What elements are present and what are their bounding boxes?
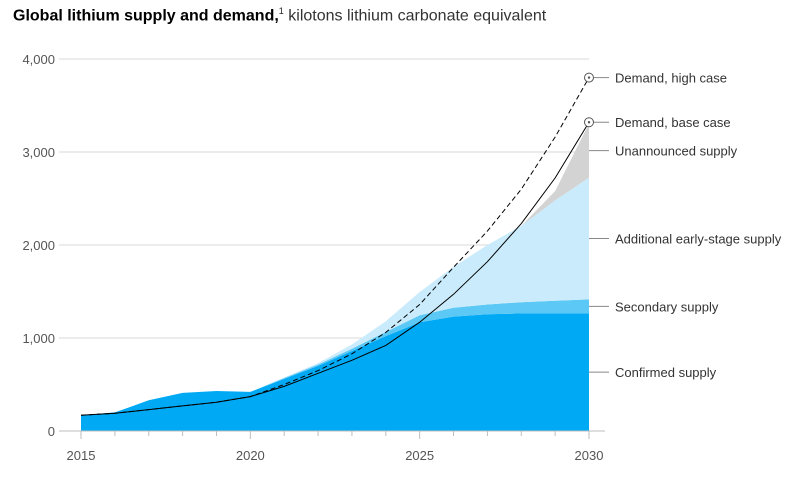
x-tick-label: 2025 <box>405 448 434 463</box>
area-secondary-supply <box>81 299 589 416</box>
label-confirmed-supply: Confirmed supply <box>615 365 717 380</box>
line-demand-high-case <box>80 77 590 416</box>
label-demand-high-case: Demand, high case <box>615 71 727 86</box>
y-tick-label: 4,000 <box>22 52 55 67</box>
demand-lines <box>80 72 594 416</box>
x-tick-label: 2015 <box>67 448 96 463</box>
area-additional-early-stage-supply <box>81 177 589 416</box>
chart-title: Global lithium supply and demand,1 kilot… <box>13 6 546 25</box>
y-tick-label: 1,000 <box>22 331 55 346</box>
line-demand-base-case <box>80 121 590 416</box>
x-tick-label: 2020 <box>236 448 265 463</box>
supply-areas <box>81 123 589 431</box>
label-demand-base-case: Demand, base case <box>615 115 731 130</box>
x-tick-label: 2030 <box>575 448 604 463</box>
axes: 0 1,000 2,000 3,000 4,000 2015 2020 2025 2030 <box>22 52 605 463</box>
chart-title-unit: kilotons lithium carbonate equivalent <box>288 7 547 25</box>
label-additional-early-stage-supply: Additional early-stage supply <box>615 231 782 246</box>
endpoint-dot <box>587 76 591 79</box>
y-tick-label: 3,000 <box>22 145 55 160</box>
y-tick-label: 2,000 <box>22 238 55 253</box>
area-confirmed-supply <box>81 313 589 431</box>
label-unannounced-supply: Unannounced supply <box>615 144 738 159</box>
chart-title-footnote: 1 <box>278 6 284 16</box>
endpoint-dot <box>587 121 591 124</box>
label-secondary-supply: Secondary supply <box>615 299 719 314</box>
series-labels: Demand, high case Demand, base case Unanno… <box>589 71 782 380</box>
y-tick-label: 0 <box>48 424 55 439</box>
chart-title-main: Global lithium supply and demand, <box>13 7 279 25</box>
